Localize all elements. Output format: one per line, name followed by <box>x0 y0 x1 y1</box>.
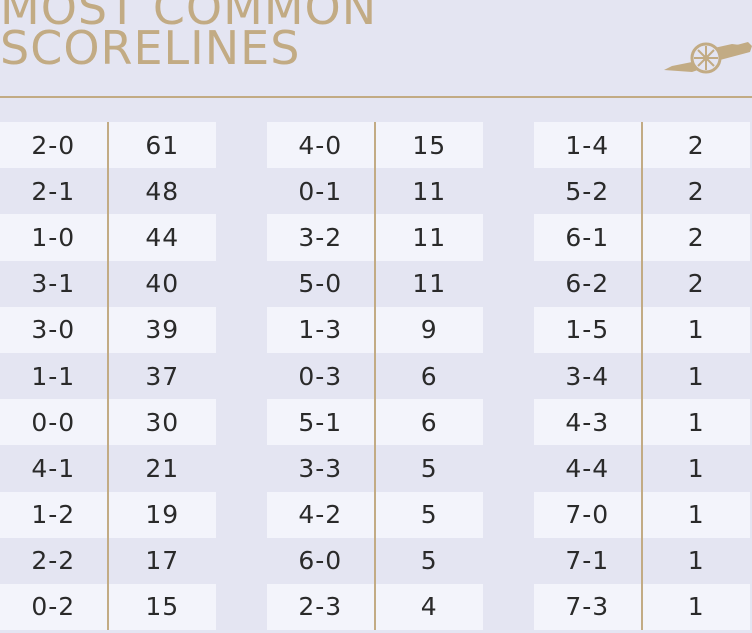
title-line-1: MOST COMMON <box>0 0 378 35</box>
scoreline-cell: 1-1 <box>31 361 76 391</box>
column-divider <box>641 122 643 631</box>
scoreline-table-2: 4-0 15 0-1 11 3-2 11 5-0 11 1-3 9 0-3 6 5-1 6 3-3 5 4-2 5… <box>267 122 483 631</box>
scoreline-cell: 0-0 <box>31 407 76 437</box>
scoreline-cell: 4-0 <box>298 130 343 160</box>
scoreline-table-3: 1-4 2 5-2 2 6-1 2 6-2 2 1-5 1 3-4 1 4-3 1 4-4 1 7-0 1 7-1 1… <box>534 122 750 631</box>
count-cell: 6 <box>420 407 438 437</box>
scoreline-cell: 5-1 <box>298 407 343 437</box>
scoreline-cell: 1-3 <box>298 315 343 345</box>
scoreline-cell: 4-2 <box>298 500 343 530</box>
count-cell: 11 <box>412 269 447 299</box>
count-cell: 37 <box>145 361 180 391</box>
count-cell: 5 <box>420 500 438 530</box>
count-cell: 1 <box>687 407 705 437</box>
scoreline-cell: 0-1 <box>298 176 343 206</box>
count-cell: 11 <box>412 176 447 206</box>
count-cell: 48 <box>145 176 180 206</box>
count-cell: 5 <box>420 453 438 483</box>
scoreline-cell: 2-1 <box>31 176 76 206</box>
scoreline-cell: 3-0 <box>31 315 76 345</box>
scoreline-cell: 3-1 <box>31 269 76 299</box>
scoreline-cell: 5-0 <box>298 269 343 299</box>
count-cell: 1 <box>687 500 705 530</box>
count-cell: 4 <box>420 592 438 622</box>
column-divider <box>107 122 109 631</box>
count-cell: 44 <box>145 222 180 252</box>
scoreline-cell: 5-2 <box>565 176 610 206</box>
scoreline-cell: 2-3 <box>298 592 343 622</box>
count-cell: 11 <box>412 222 447 252</box>
scoreline-cell: 4-3 <box>565 407 610 437</box>
count-cell: 9 <box>420 315 438 345</box>
cannon-icon <box>664 42 752 74</box>
page-title: MOST COMMON SCORELINES <box>0 0 378 75</box>
scoreline-cell: 6-2 <box>565 269 610 299</box>
scoreline-cell: 3-4 <box>565 361 610 391</box>
count-cell: 19 <box>145 500 180 530</box>
scoreline-cell: 7-0 <box>565 500 610 530</box>
scoreline-cell: 7-3 <box>565 592 610 622</box>
scoreline-cell: 7-1 <box>565 546 610 576</box>
count-cell: 1 <box>687 453 705 483</box>
count-cell: 61 <box>145 130 180 160</box>
title-line-2: SCORELINES <box>0 21 301 75</box>
scoreline-cell: 1-4 <box>565 130 610 160</box>
scoreline-cell: 4-4 <box>565 453 610 483</box>
count-cell: 2 <box>687 176 705 206</box>
scoreline-cell: 1-5 <box>565 315 610 345</box>
scoreline-cell: 6-0 <box>298 546 343 576</box>
count-cell: 15 <box>412 130 447 160</box>
scoreline-cell: 3-3 <box>298 453 343 483</box>
scoreline-cell: 1-0 <box>31 222 76 252</box>
count-cell: 2 <box>687 130 705 160</box>
count-cell: 15 <box>145 592 180 622</box>
header-divider <box>0 96 752 98</box>
count-cell: 1 <box>687 546 705 576</box>
count-cell: 1 <box>687 315 705 345</box>
scoreline-cell: 3-2 <box>298 222 343 252</box>
scoreline-cell: 0-3 <box>298 361 343 391</box>
count-cell: 30 <box>145 407 180 437</box>
scoreline-cell: 2-0 <box>31 130 76 160</box>
count-cell: 1 <box>687 361 705 391</box>
column-divider <box>374 122 376 631</box>
scoreline-cell: 6-1 <box>565 222 610 252</box>
count-cell: 1 <box>687 592 705 622</box>
count-cell: 6 <box>420 361 438 391</box>
count-cell: 21 <box>145 453 180 483</box>
count-cell: 40 <box>145 269 180 299</box>
scoreline-table-1: 2-0 61 2-1 48 1-0 44 3-1 40 3-0 39 1-1 37 0-0 30 4-1 21… <box>0 122 216 631</box>
scoreline-cell: 2-2 <box>31 546 76 576</box>
count-cell: 17 <box>145 546 180 576</box>
scoreline-cell: 4-1 <box>31 453 76 483</box>
count-cell: 2 <box>687 222 705 252</box>
count-cell: 5 <box>420 546 438 576</box>
count-cell: 2 <box>687 269 705 299</box>
scoreline-cell: 0-2 <box>31 592 76 622</box>
count-cell: 39 <box>145 315 180 345</box>
scoreline-cell: 1-2 <box>31 500 76 530</box>
